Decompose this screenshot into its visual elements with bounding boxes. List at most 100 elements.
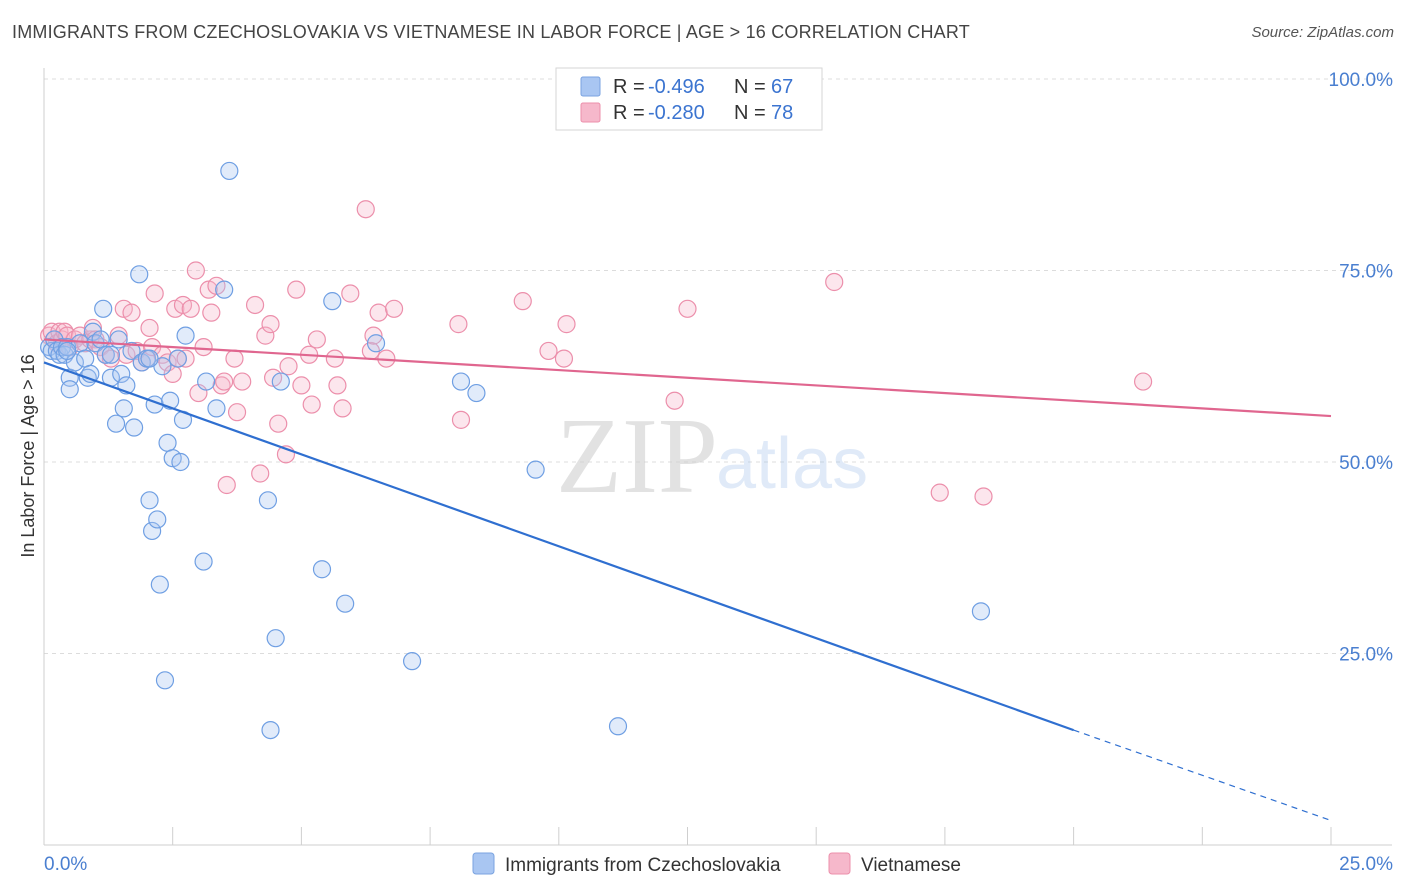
point-vietnamese	[449, 315, 468, 334]
point-vietnamese	[369, 303, 388, 322]
point-czechoslovakia	[207, 399, 226, 418]
point-czechoslovakia	[96, 345, 115, 364]
point-vietnamese	[227, 403, 247, 422]
x-tick-label: 0.0%	[44, 854, 87, 875]
point-czechoslovakia	[76, 349, 95, 368]
point-vietnamese	[202, 303, 221, 322]
point-czechoslovakia	[215, 280, 234, 299]
point-czechoslovakia	[94, 299, 113, 318]
trend-line-czechoslovakia-extension	[1073, 729, 1332, 822]
point-czechoslovakia	[101, 345, 121, 364]
point-czechoslovakia	[140, 491, 159, 510]
point-vietnamese	[251, 464, 270, 483]
point-vietnamese	[302, 395, 321, 414]
point-czechoslovakia	[130, 265, 149, 284]
watermark-zip: ZIP	[556, 397, 718, 516]
point-vietnamese	[341, 284, 360, 303]
y-axis-label: In Labor Force | Age > 16	[18, 354, 38, 557]
legend-r-value: -0.496	[648, 76, 705, 98]
point-vietnamese	[665, 391, 684, 410]
point-vietnamese	[328, 376, 347, 395]
point-czechoslovakia	[155, 671, 175, 690]
legend-r-value: -0.280	[648, 102, 705, 124]
point-czechoslovakia	[336, 594, 355, 613]
trend-line-czechoslovakia	[43, 361, 1074, 732]
point-vietnamese	[279, 357, 298, 376]
point-vietnamese	[451, 410, 471, 429]
point-vietnamese	[825, 272, 844, 292]
point-vietnamese	[678, 299, 697, 318]
point-czechoslovakia	[194, 552, 213, 571]
point-vietnamese	[245, 295, 265, 315]
axes	[43, 68, 1392, 846]
y-tick-label: 75.0%	[1339, 262, 1393, 283]
point-czechoslovakia	[608, 717, 628, 736]
point-czechoslovakia	[83, 322, 103, 341]
point-vietnamese	[356, 200, 375, 219]
point-czechoslovakia	[124, 418, 144, 437]
point-vietnamese	[186, 261, 205, 280]
point-czechoslovakia	[158, 433, 177, 452]
bottom-legend-swatch-vietnamese	[828, 852, 851, 875]
point-vietnamese	[554, 349, 574, 368]
point-czechoslovakia	[197, 372, 216, 391]
point-czechoslovakia	[122, 341, 141, 361]
point-czechoslovakia	[91, 330, 110, 349]
tick-labels: 25.0% 50.0% 75.0% 100.0% 0.0% 25.0%	[44, 70, 1393, 875]
point-vietnamese	[233, 372, 252, 391]
point-vietnamese	[557, 315, 576, 334]
point-czechoslovakia	[971, 602, 991, 621]
legend-box: R = -0.496 N = 67 R = -0.280 N = 78	[555, 67, 823, 131]
point-vietnamese	[122, 303, 141, 322]
point-czechoslovakia	[176, 326, 195, 345]
gridlines	[44, 78, 1392, 654]
point-vietnamese	[261, 315, 280, 334]
point-vietnamese	[513, 292, 532, 311]
bottom-legend-label-vietnamese: Vietnamese	[861, 855, 961, 876]
point-vietnamese	[1133, 372, 1153, 391]
point-vietnamese	[256, 326, 275, 345]
bottom-legend-swatch-czechoslovakia	[472, 852, 495, 875]
points-layer	[40, 161, 1153, 740]
point-czechoslovakia	[148, 510, 167, 529]
legend-r-label: R =	[613, 76, 645, 98]
point-czechoslovakia	[451, 372, 471, 391]
point-vietnamese	[140, 318, 159, 338]
legend-n-value: 78	[771, 102, 793, 124]
point-czechoslovakia	[220, 161, 239, 181]
point-czechoslovakia	[60, 380, 79, 399]
legend-swatch-czechoslovakia	[580, 76, 601, 97]
point-czechoslovakia	[150, 575, 169, 594]
point-czechoslovakia	[266, 629, 285, 648]
point-czechoslovakia	[467, 383, 486, 403]
point-vietnamese	[287, 280, 306, 299]
point-vietnamese	[225, 349, 244, 368]
point-czechoslovakia	[323, 292, 342, 311]
watermark-atlas: atlas	[716, 424, 868, 504]
point-czechoslovakia	[366, 334, 386, 353]
point-vietnamese	[333, 399, 352, 418]
trend-line-vietnamese	[43, 338, 1332, 418]
bottom-legend-label-czechoslovakia: Immigrants from Czechoslovakia	[505, 855, 781, 876]
point-vietnamese	[269, 414, 288, 433]
y-tick-label: 100.0%	[1329, 70, 1394, 91]
point-vietnamese	[930, 483, 949, 502]
point-czechoslovakia	[114, 399, 133, 418]
point-vietnamese	[384, 299, 404, 318]
point-vietnamese	[325, 349, 344, 368]
point-czechoslovakia	[261, 720, 280, 740]
bottom-legend: Immigrants from Czechoslovakia Vietnames…	[472, 852, 961, 876]
y-tick-label: 25.0%	[1339, 645, 1393, 666]
point-czechoslovakia	[106, 414, 126, 433]
point-czechoslovakia	[112, 364, 131, 384]
point-czechoslovakia	[271, 372, 290, 391]
legend-r-label: R =	[613, 102, 645, 124]
point-czechoslovakia	[258, 491, 278, 510]
legend-n-label: N =	[734, 102, 766, 124]
point-vietnamese	[145, 284, 164, 303]
chart-title: IMMIGRANTS FROM CZECHOSLOVAKIA VS VIETNA…	[12, 22, 970, 42]
legend-n-label: N =	[734, 76, 766, 98]
point-czechoslovakia	[143, 521, 162, 541]
legend-swatch-vietnamese	[580, 102, 601, 123]
